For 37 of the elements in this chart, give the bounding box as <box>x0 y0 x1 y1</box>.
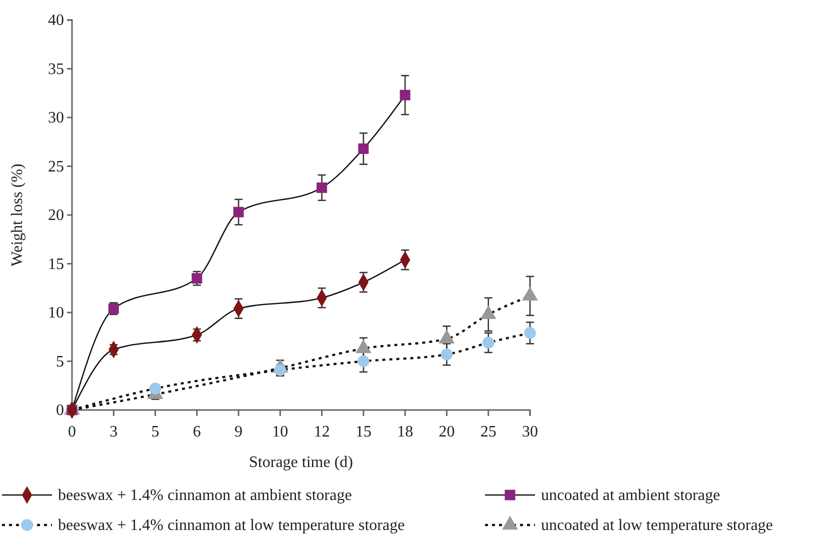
y-tick-label: 5 <box>56 353 64 370</box>
point <box>149 382 162 394</box>
point <box>358 355 370 368</box>
point <box>358 143 369 154</box>
x-tick-label: 9 <box>234 424 243 441</box>
point <box>192 273 202 284</box>
point <box>316 182 328 193</box>
point <box>440 348 453 360</box>
point <box>233 206 244 218</box>
legend-label: uncoated at low temperature storage <box>541 517 773 534</box>
point <box>482 336 494 349</box>
y-tick-label: 10 <box>48 304 64 322</box>
x-tick-label: 12 <box>314 424 330 441</box>
y-tick-label: 40 <box>48 12 64 30</box>
y-axis-title: Weight loss (%) <box>9 164 26 266</box>
y-tick-label: 0 <box>56 402 64 420</box>
x-tick-label: 0 <box>68 424 76 441</box>
x-tick-label: 3 <box>110 424 118 441</box>
x-tick-label: 6 <box>192 424 201 441</box>
y-tick-label: 35 <box>48 60 64 78</box>
x-tick-label: 20 <box>438 424 455 441</box>
x-tick-label: 15 <box>355 424 372 441</box>
x-tick-label: 30 <box>522 424 538 441</box>
y-tick-label: 25 <box>48 158 64 176</box>
y-tick-label: 30 <box>48 110 64 127</box>
y-tick-label: 15 <box>48 256 64 273</box>
legend-label: beeswax + 1.4% cinnamon at low temperature storage <box>58 517 405 534</box>
x-axis-title: Storage time (d) <box>249 454 353 471</box>
x-tick-label: 25 <box>480 424 496 441</box>
x-tick-label: 18 <box>397 424 414 441</box>
x-tick-label: 5 <box>151 424 160 441</box>
legend-label: uncoated at ambient storage <box>541 487 720 504</box>
point <box>400 90 410 100</box>
point <box>524 327 536 339</box>
x-tick-label: 10 <box>272 424 288 441</box>
y-tick-label: 20 <box>48 207 64 224</box>
legend-label: beeswax + 1.4% cinnamon at ambient storage <box>58 487 352 504</box>
